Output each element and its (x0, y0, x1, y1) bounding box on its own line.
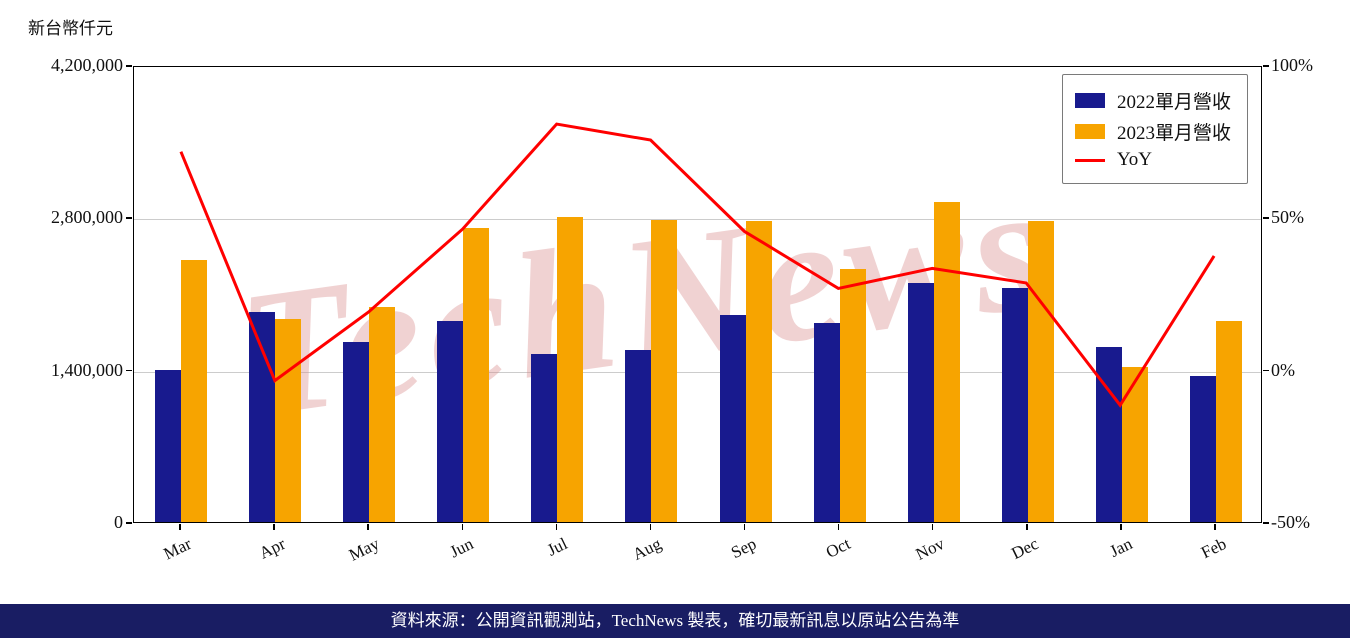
legend-label: 2023單月營收 (1116, 123, 1231, 144)
x-axis-tick-mark (837, 524, 840, 530)
left-axis-tick-label: 1,400,000 (51, 359, 123, 380)
bar-2023單月營收-Sep (745, 220, 772, 522)
left-axis-tick-mark (126, 369, 132, 372)
x-axis-tick-mark (1214, 524, 1216, 530)
x-axis-label-may: May (346, 534, 383, 565)
left-axis-tick-label: 2,800,000 (51, 207, 123, 228)
legend-item: 2023單月營收 (1074, 118, 1231, 145)
x-axis-label-nov: Nov (912, 534, 948, 564)
x-axis-label-apr: Apr (256, 534, 289, 563)
left-axis-tick-label: 0 (114, 512, 123, 532)
bar-2022單月營收-Jul (531, 353, 558, 522)
x-axis-tick-mark (649, 524, 652, 530)
x-axis-tick-mark (273, 524, 275, 530)
x-axis-tick-mark (1120, 524, 1122, 530)
bar-2022單月營收-Sep (719, 315, 746, 522)
yoy-line-svg (179, 122, 1216, 408)
x-axis-label-mar: Mar (160, 534, 195, 564)
plot-area: 2022單月營收 2023單月營收 YoY (133, 66, 1262, 523)
bar-2023單月營收-Oct (839, 269, 866, 522)
bar-2022單月營收-Feb (1189, 376, 1216, 522)
x-axis-tick-mark (461, 524, 464, 530)
x-axis-label-aug: Aug (630, 534, 665, 564)
x-axis-tick-mark (931, 524, 934, 530)
yoy-line (179, 122, 1216, 408)
right-axis-tick-label: 100% (1271, 55, 1313, 75)
bar-2023單月營收-Jun (463, 227, 490, 522)
right-axis-tick-mark (1263, 522, 1269, 524)
bar-2023單月營收-Mar (181, 259, 208, 522)
x-axis-label-jul: Jul (544, 534, 571, 560)
bar-2023單月營收-Feb (1215, 321, 1242, 522)
bar-2022單月營收-May (343, 341, 370, 522)
x-axis-tick-mark (367, 524, 369, 530)
left-axis-tick-label: 4,200,000 (51, 55, 123, 75)
right-axis-tick-mark (1263, 65, 1269, 67)
right-axis-tick-label: -50% (1271, 512, 1310, 532)
x-axis-label-sep: Sep (727, 534, 759, 563)
x-axis-tick-mark (1026, 524, 1028, 530)
legend: 2022單月營收 2023單月營收 YoY (1061, 74, 1248, 184)
bar-2023單月營收-May (369, 307, 396, 522)
x-axis-label-jun: Jun (447, 534, 477, 562)
bar-2022單月營收-Oct (813, 322, 840, 522)
x-axis-tick-mark (555, 524, 558, 530)
right-axis-tick-label: 50% (1271, 207, 1304, 228)
x-axis-tick-mark (743, 524, 746, 530)
bar-2023單月營收-Nov (933, 202, 960, 522)
legend-color-swatch (1074, 93, 1105, 108)
x-axis-tick-mark (179, 524, 181, 530)
right-axis-tick-label: 0% (1271, 359, 1295, 380)
gridline (134, 219, 1261, 221)
legend-item: YoY (1074, 149, 1231, 171)
x-axis-label-oct: Oct (822, 534, 853, 562)
bar-2023單月營收-Apr (275, 319, 302, 522)
x-axis-label-feb: Feb (1198, 534, 1230, 563)
legend-color-swatch (1074, 124, 1105, 139)
footer: 資料來源：公開資訊觀測站，TechNews 製表，確切最新訊息以原站公告為準 (0, 604, 1350, 638)
left-axis-tick-mark (126, 217, 132, 219)
right-axis-tick-mark (1263, 217, 1269, 219)
bar-2022單月營收-Mar (155, 369, 182, 522)
bar-2022單月營收-Jun (437, 321, 464, 522)
bar-2023單月營收-Dec (1027, 220, 1054, 522)
y-axis-unit-label: 新台幣仟元 (28, 19, 113, 38)
x-axis-label-dec: Dec (1008, 534, 1042, 564)
legend-item: 2022單月營收 (1074, 87, 1231, 114)
bar-2023單月營收-Aug (651, 219, 678, 522)
bar-2022單月營收-Aug (625, 350, 652, 522)
x-axis-label-jan: Jan (1106, 534, 1136, 562)
gridline (134, 371, 1261, 373)
left-axis-tick-mark (126, 65, 132, 67)
legend-label: YoY (1116, 149, 1153, 170)
legend-label: 2022單月營收 (1116, 92, 1231, 113)
bar-2023單月營收-Jul (557, 217, 584, 522)
left-axis-tick-mark (126, 522, 132, 524)
legend-line-swatch (1074, 158, 1105, 162)
right-axis-tick-mark (1263, 369, 1269, 372)
bar-2022單月營收-Dec (1001, 288, 1028, 522)
bar-2022單月營收-Nov (907, 282, 934, 522)
bar-2022單月營收-Jan (1095, 346, 1122, 522)
